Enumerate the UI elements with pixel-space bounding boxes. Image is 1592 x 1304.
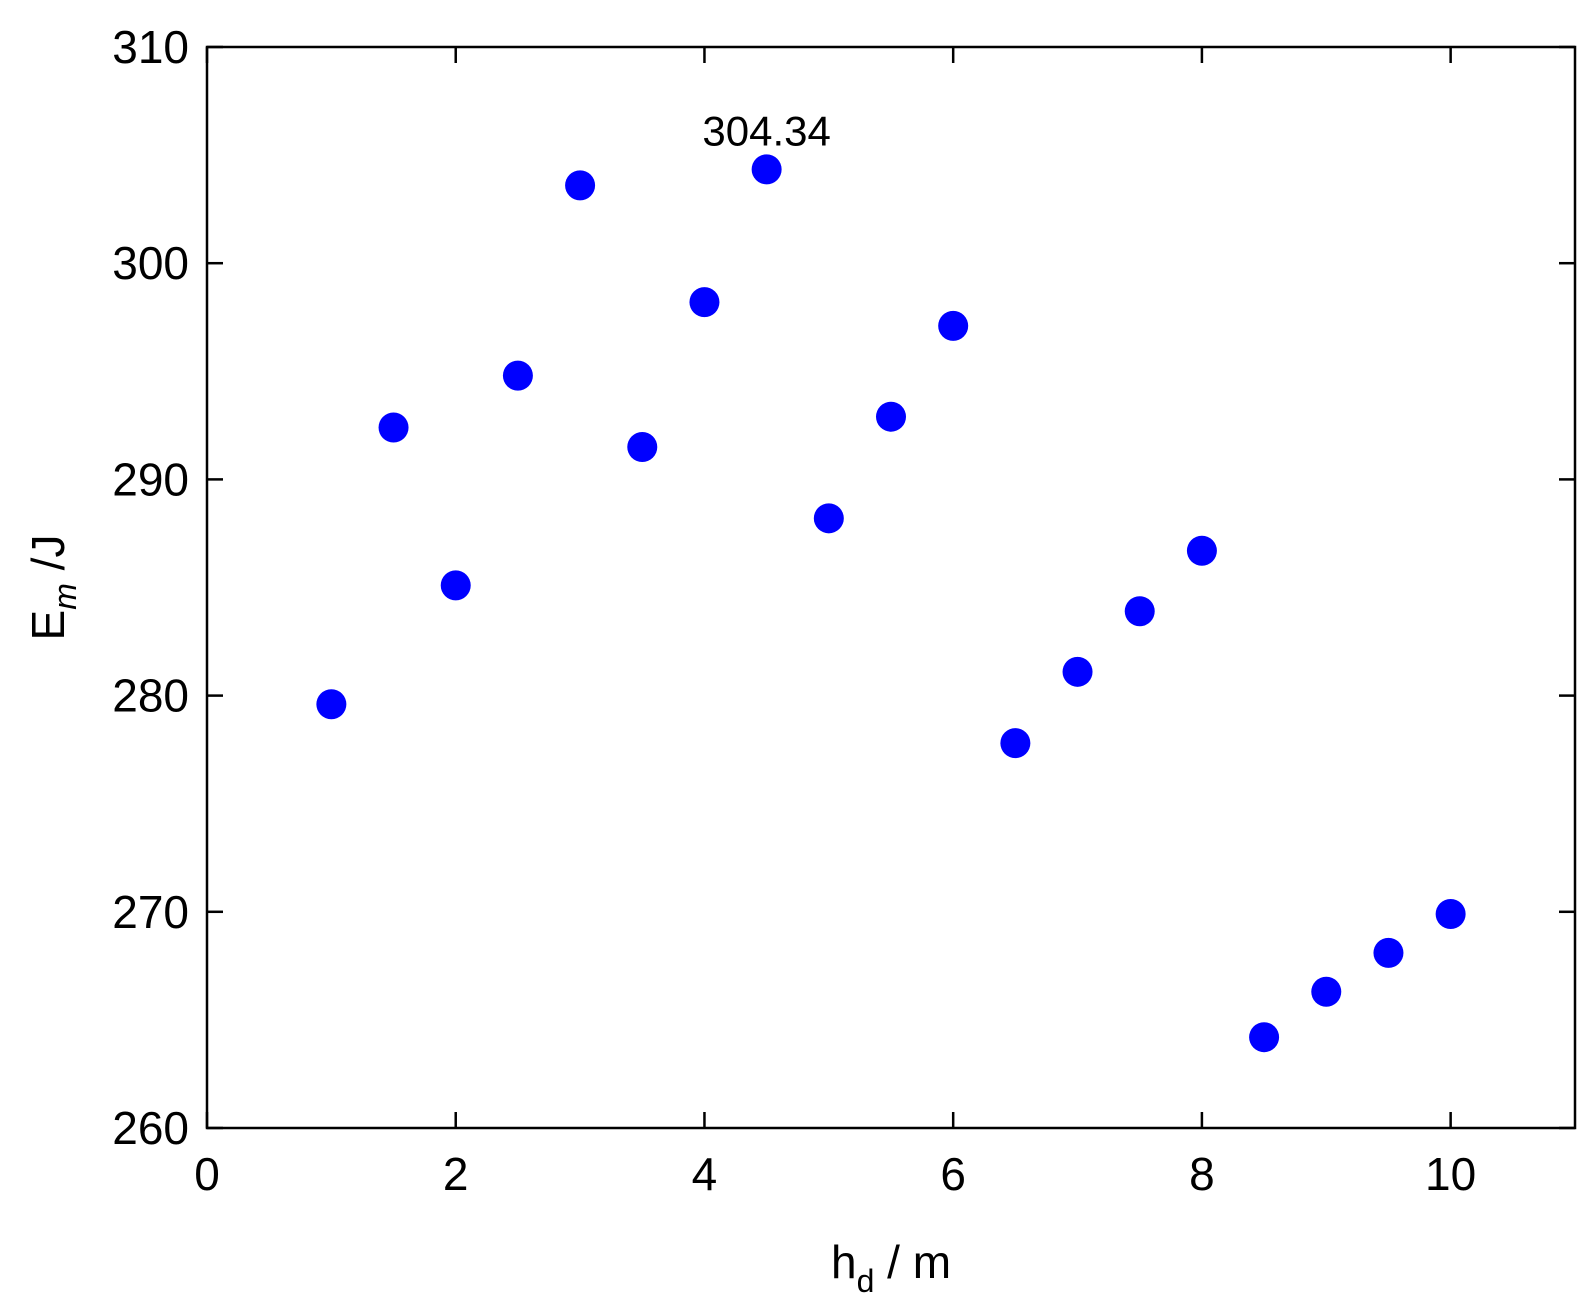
data-point	[1124, 596, 1155, 627]
y-tick-label: 290	[112, 453, 189, 505]
tick-labels: 0 2 4 6 8 10 260 270 280 290 300 310	[112, 21, 1476, 1200]
y-axis-title-unit: /J	[22, 535, 74, 584]
y-axis-title-group: Em /J	[22, 535, 83, 641]
x-axis-title-base: h	[831, 1236, 857, 1288]
data-point	[1311, 976, 1342, 1007]
data-point	[1000, 728, 1031, 759]
y-tick-label: 270	[112, 886, 189, 938]
data-point	[440, 570, 471, 601]
data-point	[565, 170, 596, 201]
x-tick-label: 2	[443, 1148, 469, 1200]
y-axis-title: Em /J	[22, 535, 83, 641]
data-point	[689, 287, 720, 318]
x-axis-title-unit: / m	[874, 1236, 951, 1288]
y-tick-label: 310	[112, 21, 189, 73]
annotation-label: 304.34	[702, 107, 830, 154]
data-point	[938, 310, 969, 341]
plot-frame	[205, 45, 1577, 1130]
data-point	[1373, 937, 1404, 968]
y-tick-label: 300	[112, 237, 189, 289]
data-point	[502, 360, 533, 391]
data-point	[378, 412, 409, 443]
data-point	[876, 401, 906, 432]
x-tick-label: 8	[1189, 1148, 1215, 1200]
data-point	[813, 503, 844, 534]
y-axis-title-base: E	[22, 610, 74, 641]
data-point	[1249, 1022, 1280, 1053]
data-point	[1062, 656, 1093, 687]
data-point	[1435, 898, 1466, 929]
data-point	[1186, 535, 1217, 566]
y-tick-label: 260	[112, 1102, 189, 1154]
data-point	[316, 689, 347, 720]
y-tick-label: 280	[112, 670, 189, 722]
tick-marks	[205, 45, 1575, 1130]
x-tick-label: 4	[692, 1148, 718, 1200]
data-point	[751, 154, 782, 185]
x-tick-label: 0	[194, 1148, 220, 1200]
y-axis-title-subscript: m	[47, 583, 83, 610]
data-point	[627, 431, 658, 462]
x-tick-label: 6	[940, 1148, 966, 1200]
x-tick-label: 10	[1425, 1148, 1476, 1200]
data-points	[316, 154, 1466, 1053]
x-axis-title: hd / m	[831, 1236, 951, 1299]
x-axis-title-subscript: d	[857, 1263, 875, 1299]
